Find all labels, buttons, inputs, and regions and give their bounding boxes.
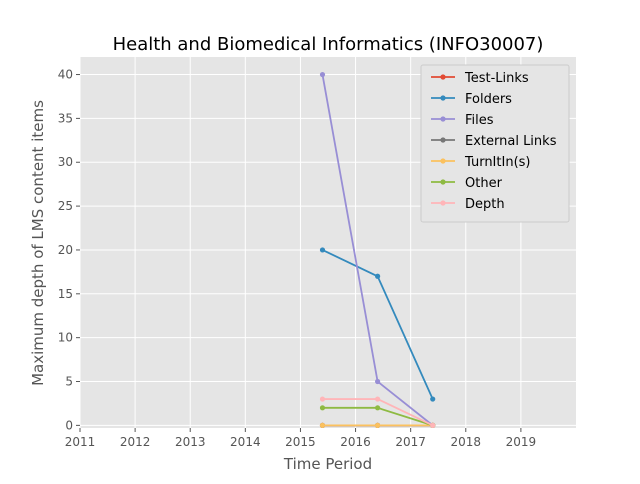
x-axis-label: Time Period [283,455,372,473]
x-tick-label: 2019 [506,435,537,449]
x-tick-label: 2016 [340,435,371,449]
legend-label: Other [465,176,503,191]
data-point [319,396,326,402]
y-tick-label: 20 [58,243,73,257]
legend-marker [440,74,446,80]
legend-marker [440,95,446,101]
y-tick-label: 0 [65,418,73,432]
data-point [319,71,326,78]
x-tick-label: 2012 [120,435,151,449]
legend-box [420,64,570,223]
data-point [375,273,381,279]
y-tick-label: 30 [58,155,73,169]
data-point [375,405,381,411]
chart-title: Health and Biomedical Informatics (INFO3… [113,34,544,55]
y-axis-label: Maximum depth of LMS content items [29,100,47,386]
y-tick-label: 15 [58,287,73,301]
x-tick-label: 2014 [230,435,261,449]
data-point [430,422,436,428]
x-tick-label: 2015 [285,435,316,449]
legend: Test-Links Folders Files External Links Turn… [420,64,570,223]
data-point [375,422,381,428]
legend-label: Test-Links [464,71,529,86]
legend-marker [440,200,446,206]
legend-marker [440,116,446,122]
y-tick-label: 40 [58,68,73,82]
y-tick-label: 35 [58,111,73,125]
legend-label: Files [465,113,494,128]
x-tick-label: 2011 [65,435,96,449]
data-point [375,396,381,402]
legend-label: Folders [465,92,512,107]
y-tick-label: 10 [58,331,73,345]
legend-marker [440,137,446,143]
y-tick-label: 5 [65,375,73,389]
y-tick-label: 25 [58,199,73,213]
data-point [319,247,326,253]
x-tick-label: 2013 [175,435,206,449]
data-point [430,396,436,402]
data-point [375,378,381,385]
data-point [319,422,326,428]
data-point [319,405,326,411]
legend-marker [440,158,446,164]
legend-marker [440,179,446,185]
legend-label: External Links [465,134,557,149]
x-tick-label: 2017 [395,435,426,449]
legend-label: TurnItIn(s) [464,155,530,170]
legend-label: Depth [465,197,505,212]
x-tick-label: 2018 [451,435,482,449]
